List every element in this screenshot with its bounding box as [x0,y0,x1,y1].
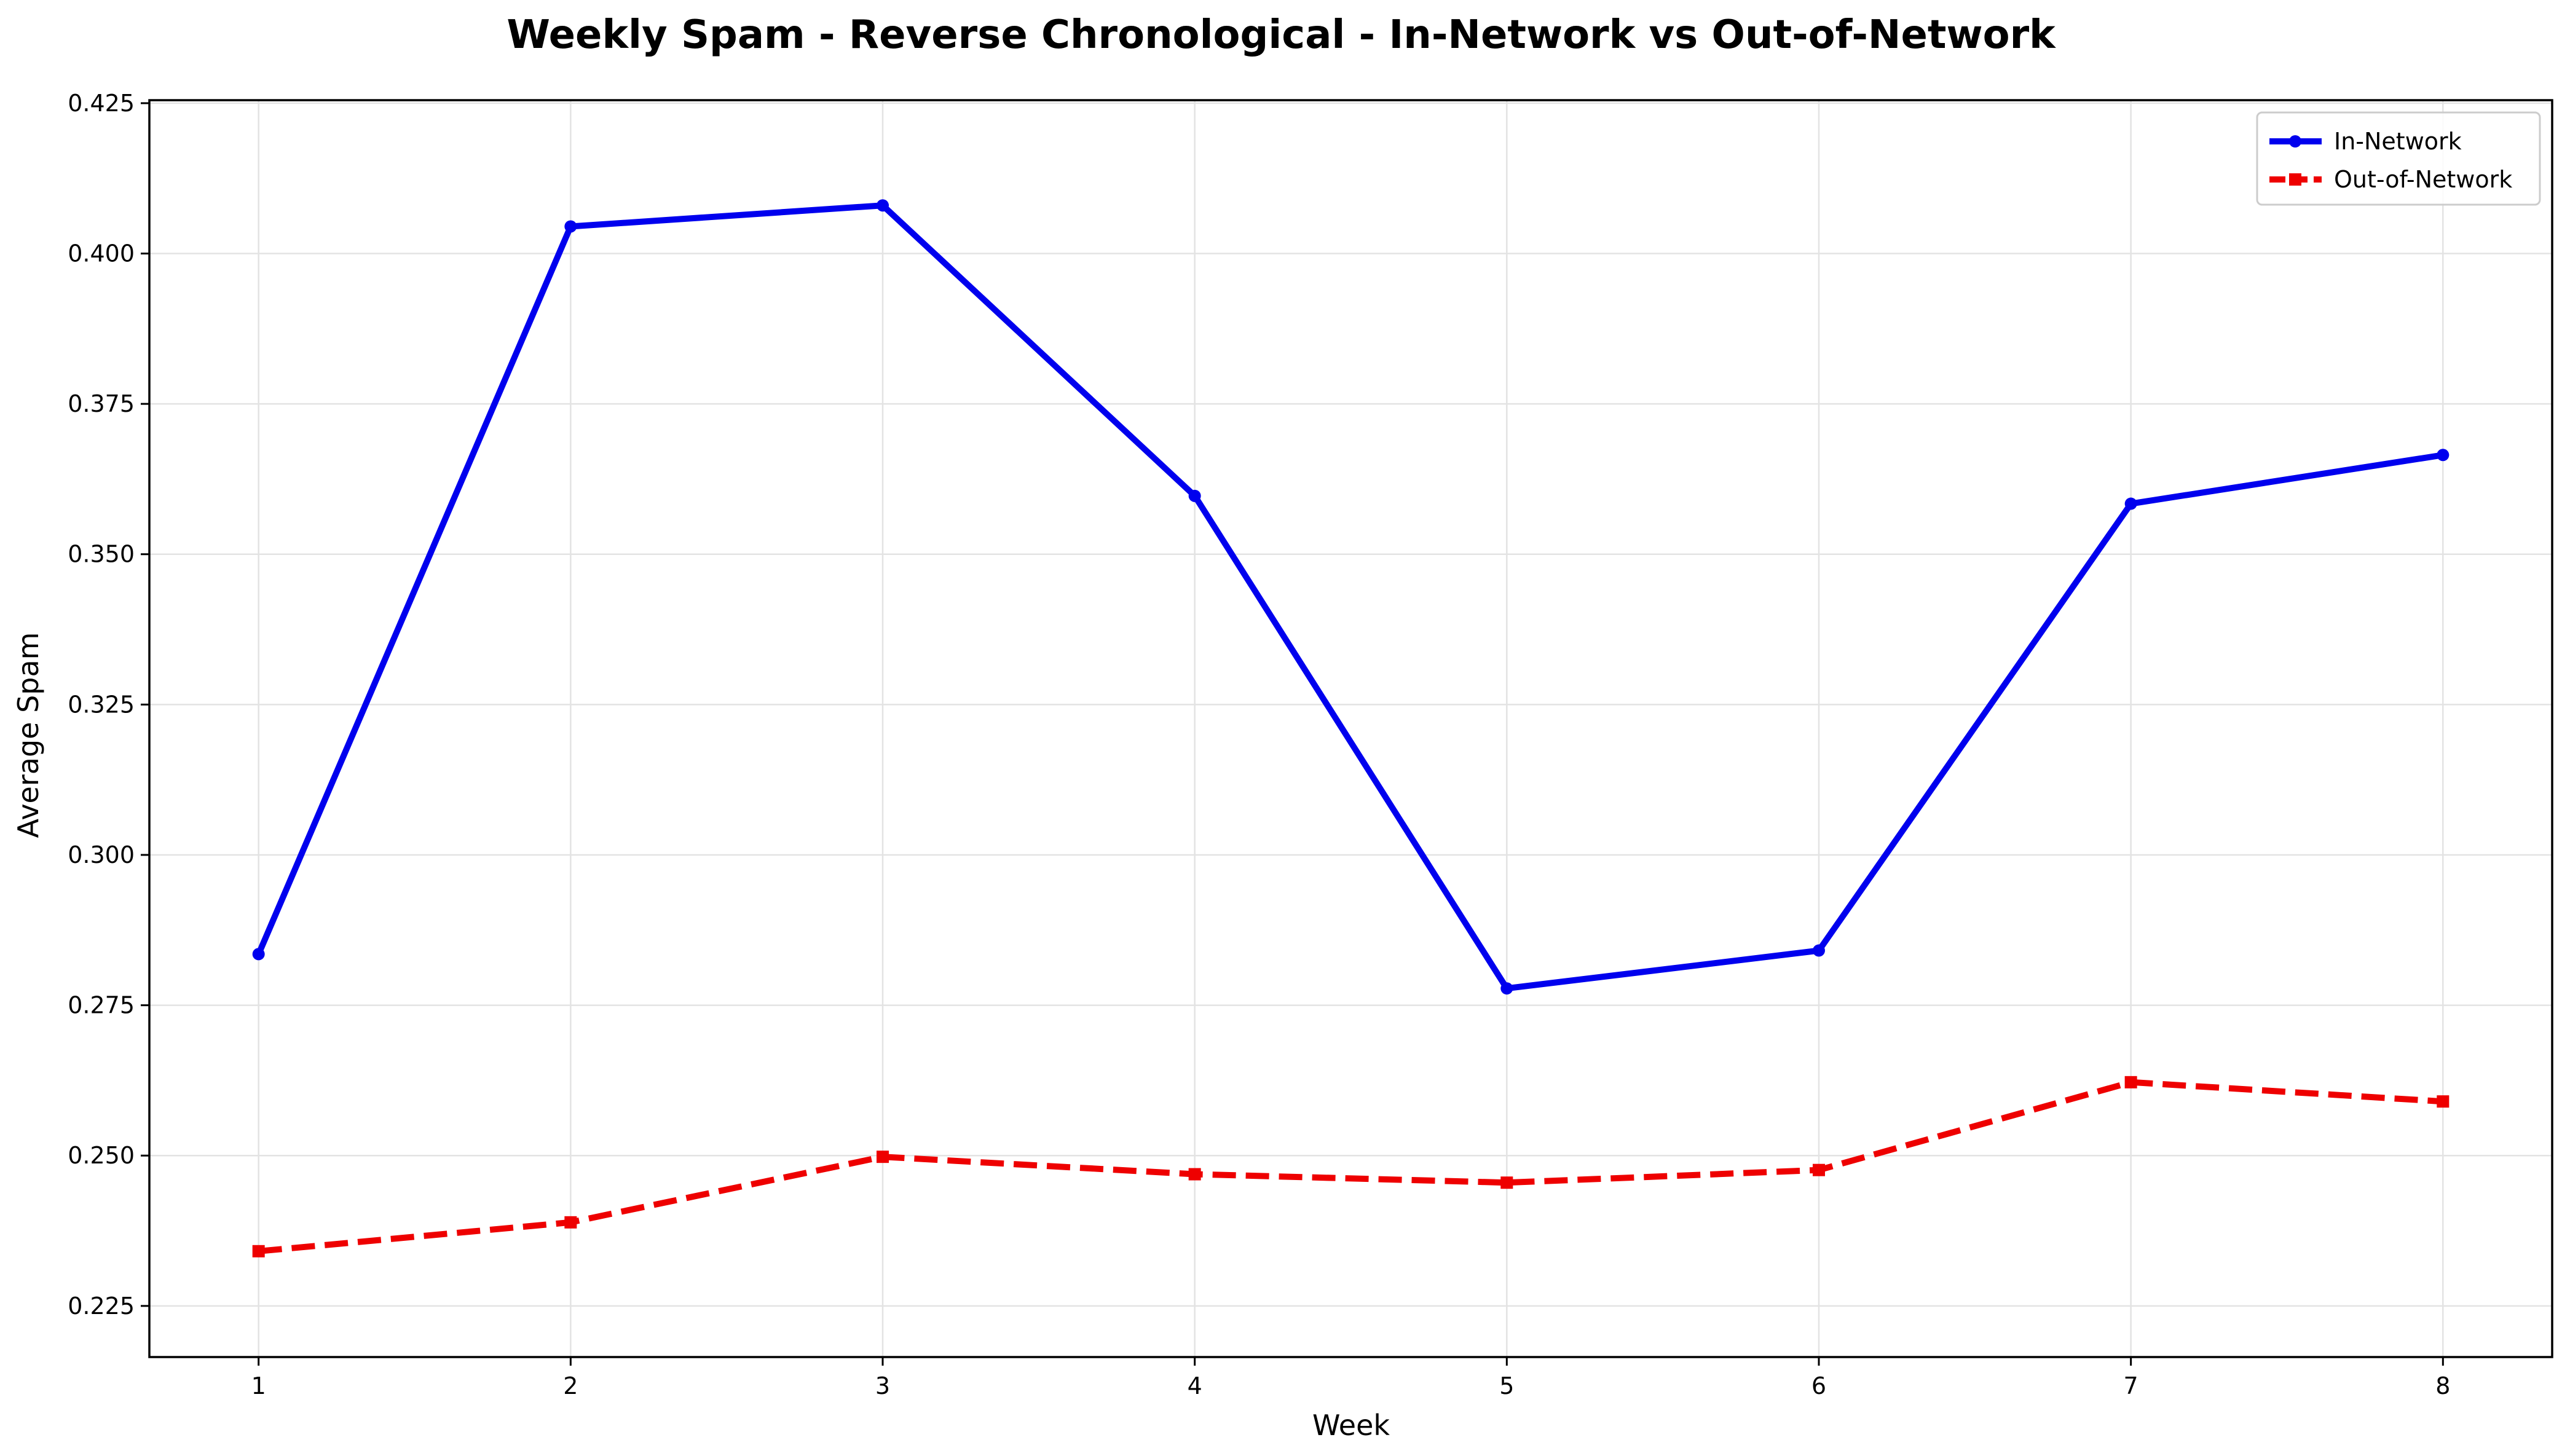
legend-marker [2289,173,2301,186]
y-tick-label: 0.400 [68,240,135,267]
y-axis-label: Average Spam [12,632,45,838]
data-point [877,1151,889,1163]
series-in-network [252,199,2450,995]
y-tick-label: 0.300 [68,841,135,868]
data-point [1500,982,1513,995]
chart-title: Weekly Spam - Reverse Chronological - In… [506,12,2056,58]
y-tick-label: 0.275 [68,992,135,1019]
y-tick-label: 0.425 [68,90,135,117]
x-tick-label: 2 [563,1372,578,1399]
data-point [564,1216,577,1229]
legend-box [2256,111,2541,206]
legend-entry: In-Network [2269,128,2462,155]
x-tick-label: 1 [251,1372,266,1399]
x-tick-label: 5 [1499,1372,1514,1399]
series-line [256,202,2444,992]
data-point [1188,1168,1201,1181]
data-point [1500,1176,1513,1189]
legend: In-Network Out-of-Network [2256,111,2541,206]
data-point [2437,449,2450,462]
grid-lines [149,100,2552,1357]
legend-label: Out-of-Network [2334,166,2512,193]
x-tick-label: 8 [2435,1372,2450,1399]
x-tick-label: 4 [1188,1372,1202,1399]
y-tick-label: 0.375 [68,390,135,417]
data-point [564,220,577,233]
x-axis: 1 2 3 4 5 6 7 8 [251,1357,2450,1399]
data-point [2124,1076,2137,1088]
y-tick-label: 0.250 [68,1142,135,1169]
x-tick-label: 7 [2124,1372,2138,1399]
data-point [877,199,889,212]
data-point [252,1245,265,1257]
data-point [1812,1163,1825,1176]
data-point [2124,497,2137,510]
series-line [258,1079,2443,1254]
x-tick-label: 6 [1811,1372,1826,1399]
y-tick-label: 0.225 [68,1293,135,1320]
plot-frame [148,99,2553,1358]
x-axis-label: Week [1312,1409,1390,1442]
legend-marker [2289,135,2301,148]
data-point [1188,489,1201,502]
y-tick-label: 0.325 [68,691,135,718]
series-layer [252,199,2450,1257]
legend-entry: Out-of-Network [2269,166,2512,193]
x-tick-label: 3 [875,1372,890,1399]
data-point [2437,1095,2450,1108]
y-axis: 0.225 0.250 0.275 0.300 0.325 0.350 0.375 0.400… [68,90,149,1320]
y-tick-label: 0.350 [68,541,135,568]
data-point [252,948,265,961]
legend-label: In-Network [2334,128,2462,155]
series-out-of-network [252,1076,2450,1257]
data-point [1812,944,1825,957]
